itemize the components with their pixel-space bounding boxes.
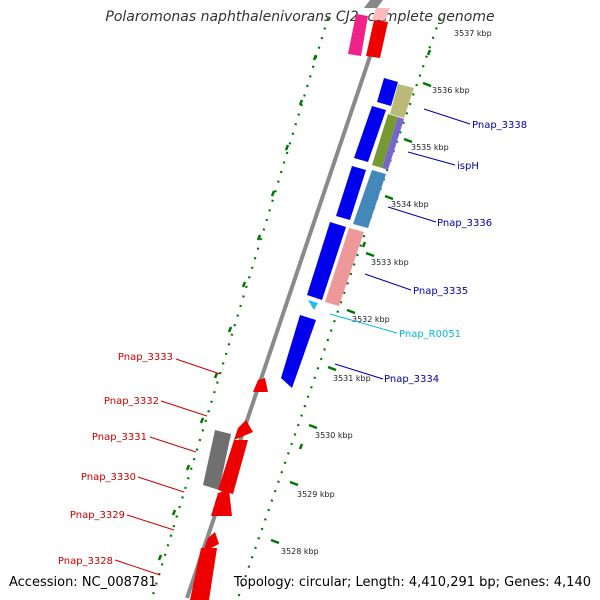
gene-feature-reverse xyxy=(218,440,248,494)
gene-feature-forward xyxy=(377,78,398,106)
gene-label[interactable]: ispH xyxy=(457,161,479,172)
tick-label: 3528 kbp xyxy=(281,547,319,556)
gene-feature-reverse xyxy=(234,420,253,440)
gene-label[interactable]: Pnap_3329 xyxy=(70,510,125,521)
tick-label: 3537 kbp xyxy=(454,29,492,38)
inner-dotted-rail xyxy=(150,17,330,599)
label-connector xyxy=(126,514,175,531)
map-title: Polaromonas naphthalenivorans CJ2, compl… xyxy=(105,9,495,25)
label-connector xyxy=(149,436,197,453)
gene-feature-forward xyxy=(281,315,316,388)
gene-label[interactable]: Pnap_R0051 xyxy=(399,329,461,340)
tick-label: 3530 kbp xyxy=(315,431,353,440)
label-connector xyxy=(329,313,398,334)
tick-marks xyxy=(270,81,432,545)
label-connector xyxy=(407,151,456,166)
rna-feature xyxy=(308,300,318,310)
tick-label: 3532 kbp xyxy=(352,315,390,324)
gene-label[interactable]: Pnap_3335 xyxy=(413,286,468,297)
label-connector xyxy=(137,476,185,493)
label-connector xyxy=(364,273,412,291)
tick-label: 3531 kbp xyxy=(333,374,371,383)
tick-label: 3536 kbp xyxy=(432,86,470,95)
gene-label[interactable]: Pnap_3336 xyxy=(437,218,492,229)
gene-label[interactable]: Pnap_3338 xyxy=(472,120,527,131)
label-connector xyxy=(114,559,161,576)
gene-label[interactable]: Pnap_3332 xyxy=(104,396,159,407)
gene-label[interactable]: Pnap_3331 xyxy=(92,432,147,443)
gene-feature-salmon xyxy=(325,228,364,306)
label-connector xyxy=(387,206,437,223)
gene-feature-magenta xyxy=(348,14,368,56)
gene-label[interactable]: Pnap_3328 xyxy=(58,556,113,567)
tick-label: 3534 kbp xyxy=(391,200,429,209)
gene-feature-forward xyxy=(354,106,386,162)
gene-feature-olive xyxy=(372,114,398,168)
gene-feature-gray xyxy=(203,430,231,490)
gene-feature-reverse xyxy=(190,548,217,600)
gene-feature-khaki xyxy=(390,84,414,118)
label-connector xyxy=(175,358,221,375)
rail-dash-marks xyxy=(157,49,432,561)
gene-feature-forward xyxy=(336,166,366,220)
label-connector xyxy=(160,400,208,417)
gene-feature-reverse xyxy=(211,490,232,516)
gene-feature-red-top xyxy=(366,20,388,58)
gene-feature-steelblue xyxy=(353,170,386,228)
tick-label: 3533 kbp xyxy=(371,258,409,267)
label-connector xyxy=(334,363,384,380)
tick-label: 3535 kbp xyxy=(411,143,449,152)
gene-feature-reverse xyxy=(253,378,268,392)
label-connector xyxy=(423,108,471,125)
gene-feature-forward xyxy=(307,222,346,300)
tick-label: 3529 kbp xyxy=(297,490,335,499)
gene-label[interactable]: Pnap_3330 xyxy=(81,472,136,483)
outer-dotted-rail xyxy=(236,17,442,599)
gene-label[interactable]: Pnap_3333 xyxy=(118,352,173,363)
gene-label[interactable]: Pnap_3334 xyxy=(384,374,439,385)
genome-summary: Topology: circular; Length: 4,410,291 bp… xyxy=(233,575,591,590)
accession-label: Accession: NC_008781 xyxy=(9,575,157,590)
gene-feature-lavender xyxy=(382,117,404,170)
gene-feature-gray-top xyxy=(364,0,383,8)
gene-feature-reverse xyxy=(203,532,219,552)
gene-feature-pink-top xyxy=(372,8,390,20)
